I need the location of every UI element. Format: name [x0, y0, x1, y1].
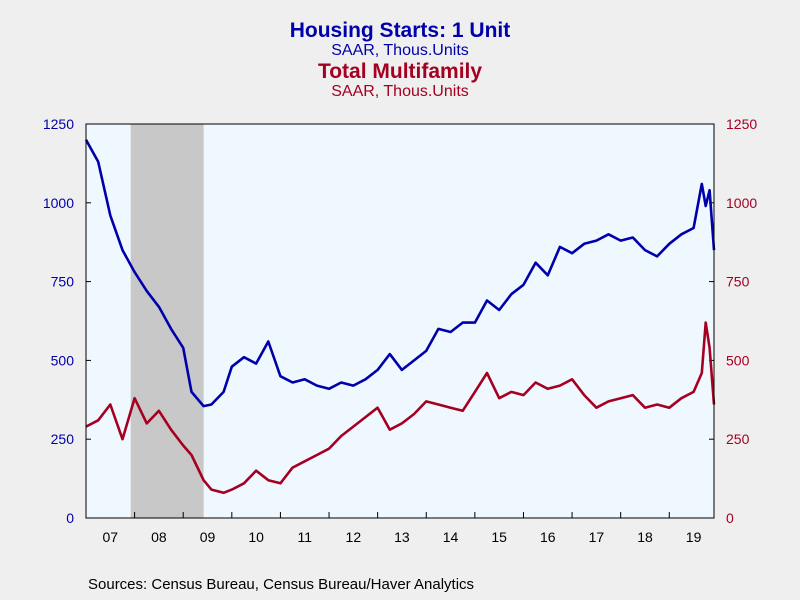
y-left-tick-label: 1000	[43, 195, 74, 211]
y-right-tick-label: 250	[726, 431, 750, 447]
y-left-tick-label: 750	[51, 274, 75, 290]
x-tick-label: 18	[637, 529, 653, 545]
series2-subtitle: SAAR, Thous.Units	[331, 83, 469, 100]
y-right-tick-label: 0	[726, 510, 734, 526]
y-left-tick-label: 0	[66, 510, 74, 526]
series1-subtitle: SAAR, Thous.Units	[331, 42, 469, 59]
y-right-tick-label: 1250	[726, 116, 757, 132]
x-tick-label: 15	[491, 529, 507, 545]
y-left-tick-label: 1250	[43, 116, 74, 132]
x-tick-label: 16	[540, 529, 556, 545]
x-tick-label: 12	[346, 529, 362, 545]
series-line-multifamily	[85, 321, 716, 495]
x-tick-label: 19	[686, 529, 702, 545]
series1-title: Housing Starts: 1 Unit	[289, 19, 511, 42]
y-right-tick-label: 500	[726, 352, 750, 368]
chart-titles: Housing Starts: 1 Unit SAAR, Thous.Units…	[0, 19, 800, 101]
y-right-tick-label: 750	[726, 274, 750, 290]
x-tick-label: 09	[200, 529, 216, 545]
plot-frame	[85, 123, 715, 519]
x-tick-label: 14	[443, 529, 459, 545]
y-left-tick-label: 500	[51, 352, 75, 368]
x-tick-label: 13	[394, 529, 410, 545]
x-tick-label: 07	[103, 529, 119, 545]
series-line-housing-starts	[84, 139, 716, 408]
y-right-tick-label: 1000	[726, 195, 757, 211]
x-tick-label: 17	[589, 529, 605, 545]
source-note: Sources: Census Bureau, Census Bureau/Ha…	[88, 576, 475, 593]
x-tick-label: 10	[248, 529, 264, 545]
x-tick-label: 11	[297, 529, 312, 545]
x-tick-label: 08	[151, 529, 167, 545]
series2-title: Total Multifamily	[317, 60, 483, 83]
y-left-tick-label: 250	[51, 431, 75, 447]
